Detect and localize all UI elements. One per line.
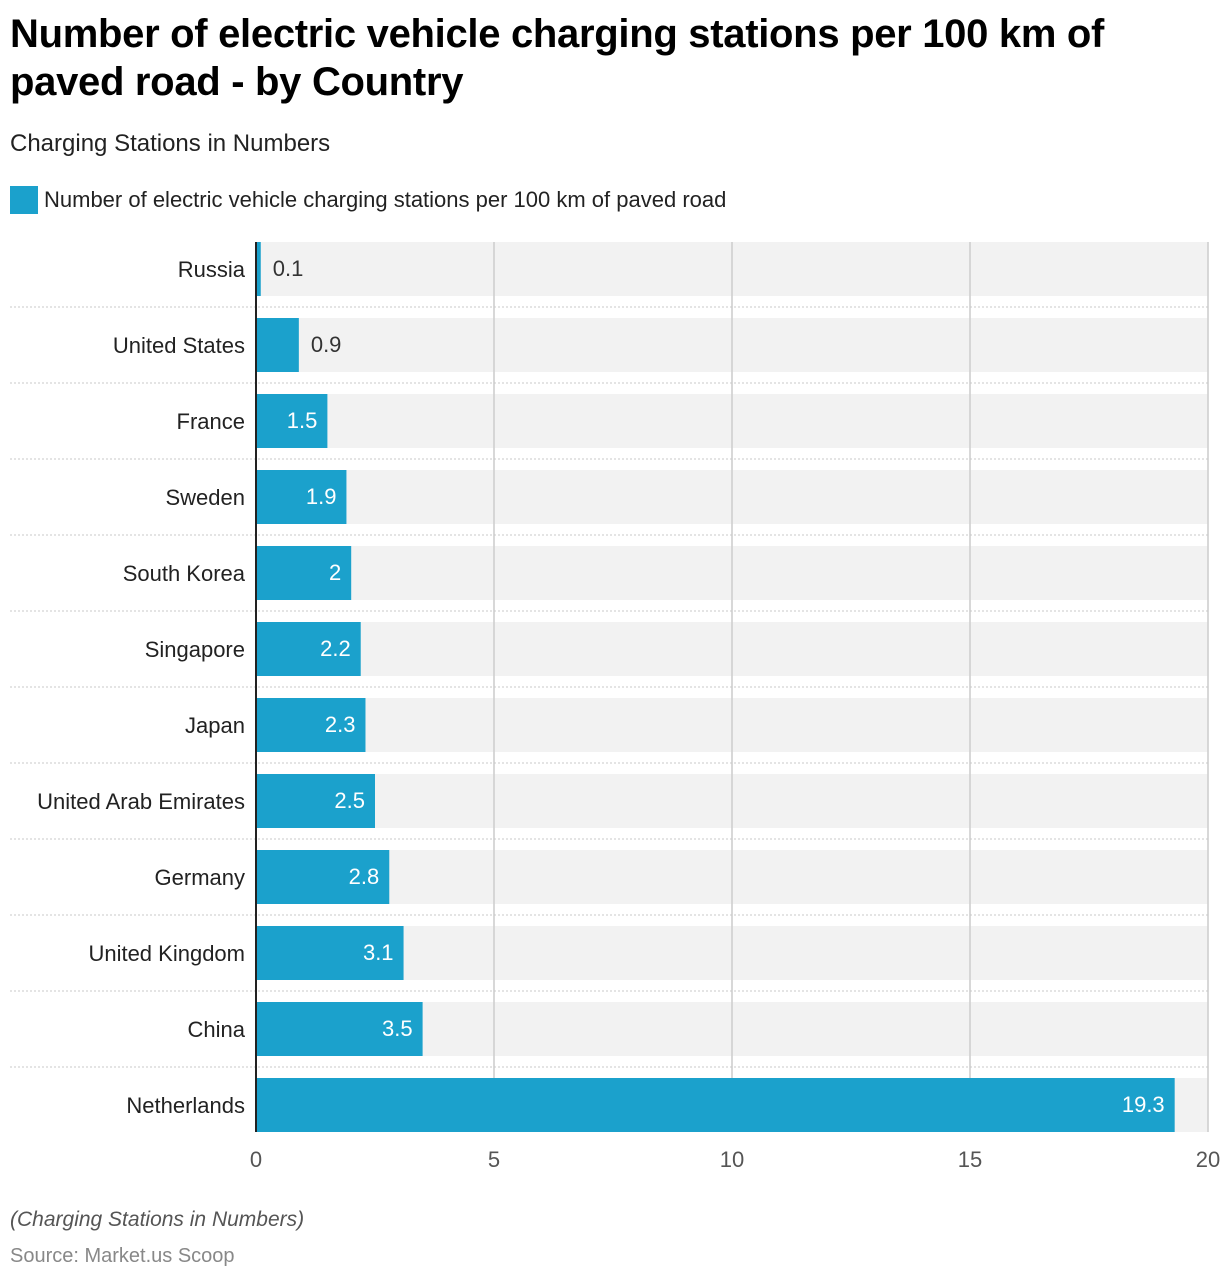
category-label: United Kingdom [88, 941, 245, 966]
bars [256, 242, 1175, 1132]
category-label: United States [113, 333, 245, 358]
chart-title: Number of electric vehicle charging stat… [10, 12, 1105, 104]
x-tick-label: 5 [488, 1147, 500, 1172]
value-label: 2.5 [334, 788, 365, 813]
category-label: United Arab Emirates [37, 789, 245, 814]
category-label: Germany [155, 865, 245, 890]
footer-note: (Charging Stations in Numbers) [10, 1208, 305, 1231]
value-label: 19.3 [1122, 1092, 1165, 1117]
value-label: 3.1 [363, 940, 394, 965]
x-tick-label: 15 [958, 1147, 982, 1172]
category-label: France [177, 409, 245, 434]
value-label: 2 [329, 560, 341, 585]
bar [256, 622, 361, 676]
category-label: Netherlands [126, 1093, 245, 1118]
bar [256, 394, 328, 448]
x-tick-label: 0 [250, 1147, 262, 1172]
bar [256, 774, 375, 828]
value-labels: 0.1 0.9 1.5 1.9 2 2.2 2.3 2.5 2.8 3.1 3.5 19.3 [273, 256, 1165, 1117]
value-label: 2.3 [325, 712, 356, 737]
chart-subtitle: Charging Stations in Numbers [10, 130, 331, 157]
bar [256, 698, 366, 752]
bar [256, 926, 404, 980]
category-label: South Korea [123, 561, 246, 586]
category-label: Russia [178, 257, 246, 282]
value-label: 1.9 [306, 484, 337, 509]
bar [256, 850, 390, 904]
bar [256, 1078, 1175, 1132]
category-label: Singapore [145, 637, 245, 662]
bar-chart: Russia United States France Sweden South Kor… [10, 242, 1220, 1172]
category-label: Sweden [165, 485, 245, 510]
legend: Number of electric vehicle charging stat… [10, 186, 726, 214]
x-axis-ticks: 0 5 10 15 20 [250, 1147, 1220, 1172]
category-labels: Russia United States France Sweden South Kor… [37, 257, 246, 1118]
value-label: 0.9 [311, 332, 342, 357]
bar [256, 470, 347, 524]
x-tick-label: 10 [720, 1147, 744, 1172]
value-label: 1.5 [287, 408, 318, 433]
x-tick-label: 20 [1196, 1147, 1220, 1172]
footer-source: Source: Market.us Scoop [10, 1245, 235, 1267]
value-label: 0.1 [273, 256, 304, 281]
value-label: 2.2 [320, 636, 351, 661]
category-label: Japan [185, 713, 245, 738]
category-label: China [188, 1017, 246, 1042]
bar [256, 1002, 423, 1056]
legend-swatch [10, 186, 38, 214]
bar [256, 242, 261, 296]
bar [256, 546, 352, 600]
value-label: 2.8 [349, 864, 380, 889]
legend-label: Number of electric vehicle charging stat… [44, 187, 727, 212]
value-label: 3.5 [382, 1016, 413, 1041]
bar [256, 318, 299, 372]
